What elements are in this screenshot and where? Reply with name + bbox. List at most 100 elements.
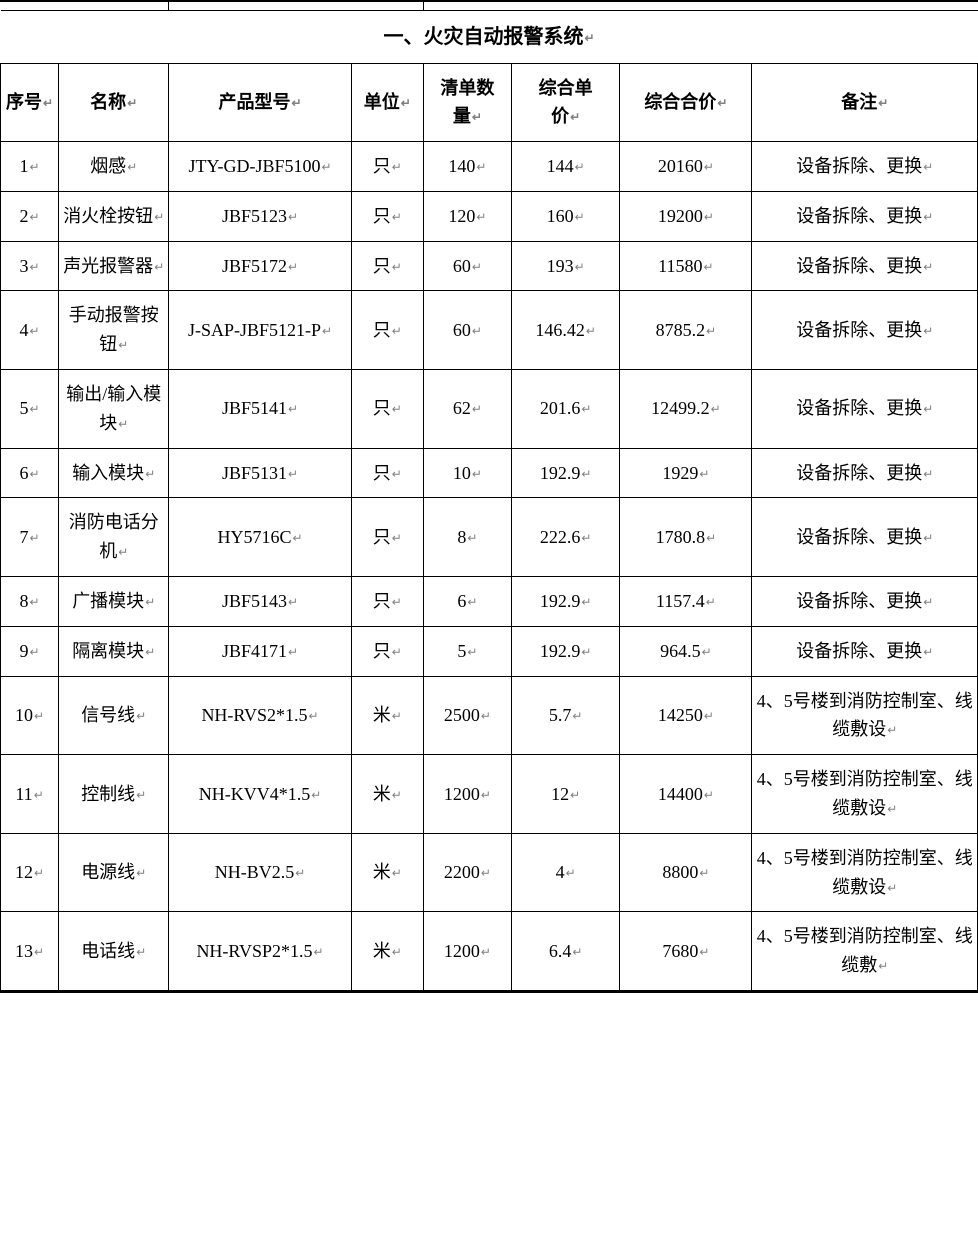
cell-text: 4 bbox=[20, 320, 29, 340]
cell-unitprice: 12↵ bbox=[512, 755, 620, 834]
paragraph-mark-icon: ↵ bbox=[586, 322, 596, 341]
cell-text: 8 bbox=[20, 591, 29, 611]
cell-unit: 只↵ bbox=[351, 241, 423, 291]
paragraph-mark-icon: ↵ bbox=[392, 943, 402, 962]
section-title: 一、火灾自动报警系统 bbox=[383, 26, 583, 48]
cell-text: 140 bbox=[448, 156, 475, 176]
paragraph-mark-icon: ↵ bbox=[581, 400, 591, 419]
table-row: 9↵隔离模块↵JBF4171↵只↵5↵192.9↵964.5↵设备拆除、更换↵ bbox=[1, 626, 978, 676]
cell-unit: 米↵ bbox=[351, 676, 423, 755]
cell-text: 120 bbox=[448, 206, 475, 226]
paragraph-mark-icon: ↵ bbox=[30, 643, 40, 662]
cell-text: 4、5号楼到消防控制室、线缆敷设 bbox=[757, 848, 973, 897]
cell-text: 146.42 bbox=[535, 320, 585, 340]
cell-text: 7 bbox=[20, 527, 29, 547]
paragraph-mark-icon: ↵ bbox=[136, 786, 146, 805]
cell-text: 1200 bbox=[444, 784, 480, 804]
cell-name: 信号线↵ bbox=[59, 676, 169, 755]
cell-text: JBF5143 bbox=[222, 591, 287, 611]
cell-seq: 6↵ bbox=[1, 448, 59, 498]
cell-name: 控制线↵ bbox=[59, 755, 169, 834]
paragraph-mark-icon: ↵ bbox=[145, 593, 155, 612]
paragraph-mark-icon: ↵ bbox=[923, 529, 933, 548]
cell-qty: 2200↵ bbox=[423, 833, 511, 912]
cell-remark: 设备拆除、更换↵ bbox=[752, 241, 978, 291]
cell-unit: 只↵ bbox=[351, 291, 423, 370]
cell-unit: 米↵ bbox=[351, 833, 423, 912]
paragraph-mark-icon: ↵ bbox=[392, 643, 402, 662]
cell-text: 设备拆除、更换 bbox=[796, 591, 922, 611]
paragraph-mark-icon: ↵ bbox=[288, 465, 298, 484]
cell-qty: 5↵ bbox=[423, 626, 511, 676]
cell-qty: 8↵ bbox=[423, 498, 511, 577]
cell-text: 2200 bbox=[444, 862, 480, 882]
paragraph-mark-icon: ↵ bbox=[322, 322, 332, 341]
paragraph-mark-icon: ↵ bbox=[575, 158, 585, 177]
spec-table-wrap: 一、火灾自动报警系统↵ 序号↵ 名称↵ 产品型号↵ 单位↵ 清单数量↵ 综合单价… bbox=[0, 0, 978, 993]
cell-text: 输入模块 bbox=[72, 463, 144, 483]
cell-name: 电源线↵ bbox=[59, 833, 169, 912]
paragraph-mark-icon: ↵ bbox=[136, 707, 146, 726]
cell-remark: 设备拆除、更换↵ bbox=[752, 626, 978, 676]
paragraph-mark-icon: ↵ bbox=[30, 208, 40, 227]
cell-unitprice: 6.4↵ bbox=[512, 912, 620, 991]
cell-seq: 7↵ bbox=[1, 498, 59, 577]
paragraph-mark-icon: ↵ bbox=[311, 786, 321, 805]
cell-text: 手动报警按钮 bbox=[69, 305, 159, 354]
cell-model: J-SAP-JBF5121-P↵ bbox=[169, 291, 351, 370]
cell-text: 米 bbox=[373, 862, 391, 882]
cell-unitprice: 144↵ bbox=[512, 142, 620, 192]
paragraph-mark-icon: ↵ bbox=[314, 943, 324, 962]
cell-qty: 120↵ bbox=[423, 191, 511, 241]
paragraph-mark-icon: ↵ bbox=[481, 707, 491, 726]
cell-model: NH-BV2.5↵ bbox=[169, 833, 351, 912]
cell-remark: 设备拆除、更换↵ bbox=[752, 577, 978, 627]
paragraph-mark-icon: ↵ bbox=[392, 529, 402, 548]
cell-model: NH-RVS2*1.5↵ bbox=[169, 676, 351, 755]
table-row: 11↵控制线↵NH-KVV4*1.5↵米↵1200↵12↵14400↵4、5号楼… bbox=[1, 755, 978, 834]
cell-seq: 9↵ bbox=[1, 626, 59, 676]
paragraph-mark-icon: ↵ bbox=[711, 400, 721, 419]
paragraph-mark-icon: ↵ bbox=[321, 158, 331, 177]
paragraph-mark-icon: ↵ bbox=[472, 400, 482, 419]
cell-unit: 只↵ bbox=[351, 142, 423, 192]
cell-unitprice: 5.7↵ bbox=[512, 676, 620, 755]
cell-text: 只 bbox=[373, 156, 391, 176]
paragraph-mark-icon: ↵ bbox=[572, 943, 582, 962]
paragraph-mark-icon: ↵ bbox=[145, 465, 155, 484]
cell-text: JBF5172 bbox=[222, 256, 287, 276]
cell-remark: 4、5号楼到消防控制室、线缆敷设↵ bbox=[752, 755, 978, 834]
cell-text: 192.9 bbox=[540, 463, 581, 483]
cell-remark: 设备拆除、更换↵ bbox=[752, 448, 978, 498]
cell-text: JBF5141 bbox=[222, 398, 287, 418]
cell-text: 4、5号楼到消防控制室、线缆敷 bbox=[757, 926, 973, 975]
cell-model: JBF5172↵ bbox=[169, 241, 351, 291]
paragraph-mark-icon: ↵ bbox=[292, 529, 302, 548]
table-row: 1↵烟感↵JTY-GD-JBF5100↵只↵140↵144↵20160↵设备拆除… bbox=[1, 142, 978, 192]
cell-text: 222.6 bbox=[540, 527, 581, 547]
cell-text: 60 bbox=[453, 320, 471, 340]
cell-text: 9 bbox=[20, 641, 29, 661]
cell-total: 8800↵ bbox=[620, 833, 752, 912]
paragraph-mark-icon: ↵ bbox=[392, 158, 402, 177]
cell-total: 1929↵ bbox=[620, 448, 752, 498]
cell-unitprice: 146.42↵ bbox=[512, 291, 620, 370]
cell-text: 烟感 bbox=[90, 156, 126, 176]
cell-seq: 10↵ bbox=[1, 676, 59, 755]
cell-text: 米 bbox=[373, 705, 391, 725]
cell-text: 输出/输入模块 bbox=[66, 384, 161, 433]
cell-text: 设备拆除、更换 bbox=[796, 206, 922, 226]
spec-table: 一、火灾自动报警系统↵ 序号↵ 名称↵ 产品型号↵ 单位↵ 清单数量↵ 综合单价… bbox=[0, 2, 978, 991]
paragraph-mark-icon: ↵ bbox=[581, 643, 591, 662]
paragraph-mark-icon: ↵ bbox=[392, 400, 402, 419]
cell-seq: 2↵ bbox=[1, 191, 59, 241]
paragraph-mark-icon: ↵ bbox=[878, 957, 888, 976]
cell-text: 电话线 bbox=[81, 941, 135, 961]
cell-model: JBF5143↵ bbox=[169, 577, 351, 627]
table-row: 3↵声光报警器↵JBF5172↵只↵60↵193↵11580↵设备拆除、更换↵ bbox=[1, 241, 978, 291]
cell-text: 12 bbox=[15, 862, 33, 882]
cell-text: 1157.4 bbox=[656, 591, 705, 611]
paragraph-mark-icon: ↵ bbox=[30, 593, 40, 612]
paragraph-mark-icon: ↵ bbox=[288, 258, 298, 277]
table-row: 2↵消火栓按钮↵JBF5123↵只↵120↵160↵19200↵设备拆除、更换↵ bbox=[1, 191, 978, 241]
